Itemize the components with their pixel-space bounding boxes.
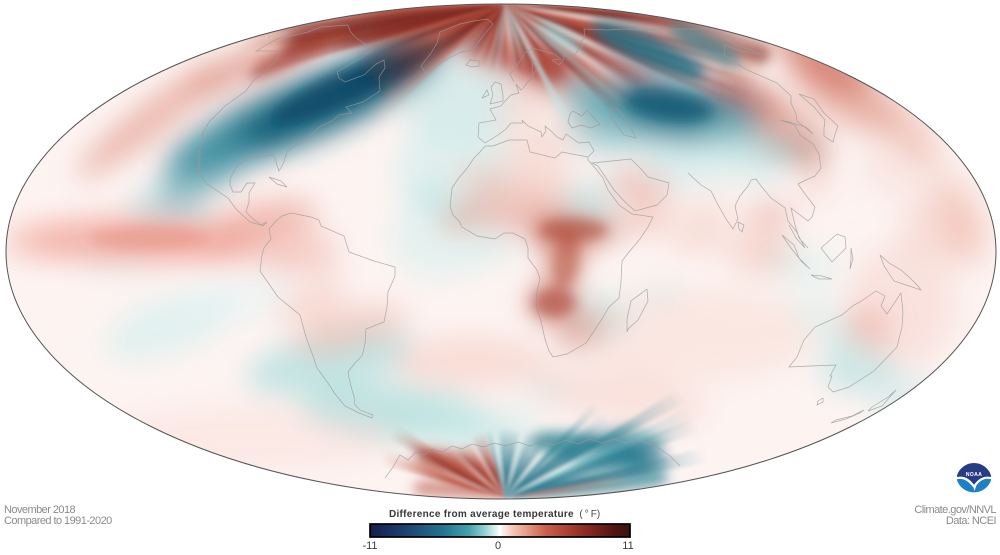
svg-text:NOAA: NOAA [966, 472, 982, 478]
